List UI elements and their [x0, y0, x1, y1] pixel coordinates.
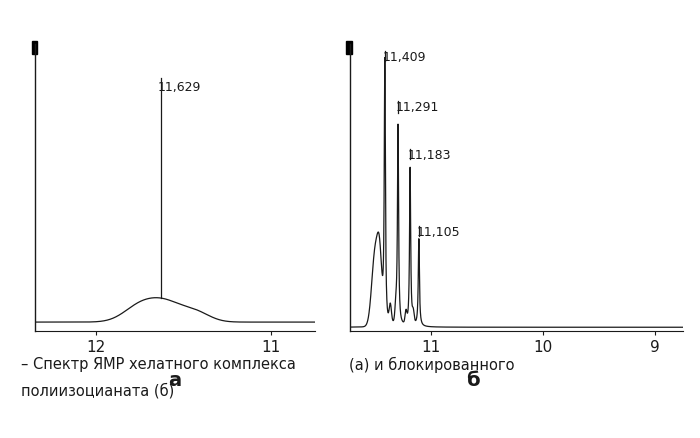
- Text: 11,629: 11,629: [158, 81, 201, 94]
- Text: а: а: [169, 371, 181, 390]
- FancyBboxPatch shape: [346, 41, 352, 54]
- Text: 11,105: 11,105: [416, 226, 461, 239]
- Text: полиизоцианата (б): полиизоцианата (б): [21, 382, 174, 398]
- Text: б: б: [466, 371, 480, 390]
- Text: 11,291: 11,291: [396, 101, 440, 114]
- Text: 11,409: 11,409: [383, 51, 426, 64]
- Text: 11,183: 11,183: [408, 148, 452, 162]
- Text: (а) и блокированного: (а) и блокированного: [349, 357, 514, 373]
- FancyBboxPatch shape: [32, 41, 37, 54]
- Text: – Спектр ЯМР хелатного комплекса: – Спектр ЯМР хелатного комплекса: [21, 357, 296, 372]
